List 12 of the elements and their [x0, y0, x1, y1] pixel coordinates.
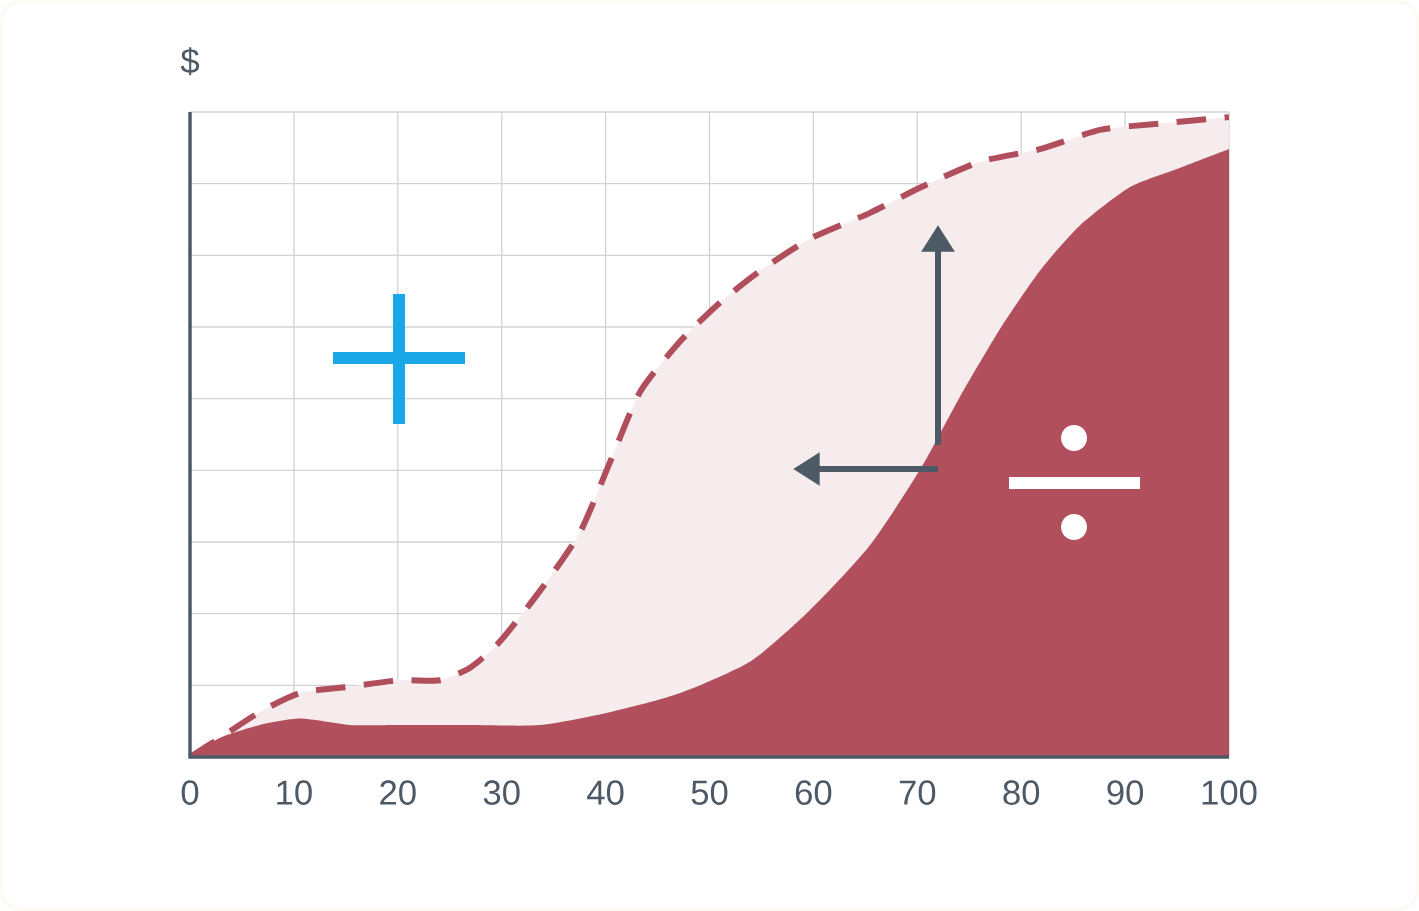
- x-tick-label: 0: [181, 780, 199, 805]
- x-tick-label: 30: [483, 780, 520, 805]
- x-tick-label: 20: [380, 780, 416, 805]
- x-tick-label: 90: [1107, 780, 1144, 805]
- x-tick-label: 60: [795, 780, 832, 805]
- x-tick-label: 100: [1202, 780, 1257, 805]
- y-axis-title: $: [180, 47, 200, 76]
- x-tick-label: 50: [691, 780, 728, 805]
- x-tick-label: 70: [899, 780, 936, 805]
- x-tick-label: 10: [277, 780, 312, 805]
- x-tick-label: 40: [587, 780, 624, 805]
- x-tick-label: 80: [1003, 780, 1040, 805]
